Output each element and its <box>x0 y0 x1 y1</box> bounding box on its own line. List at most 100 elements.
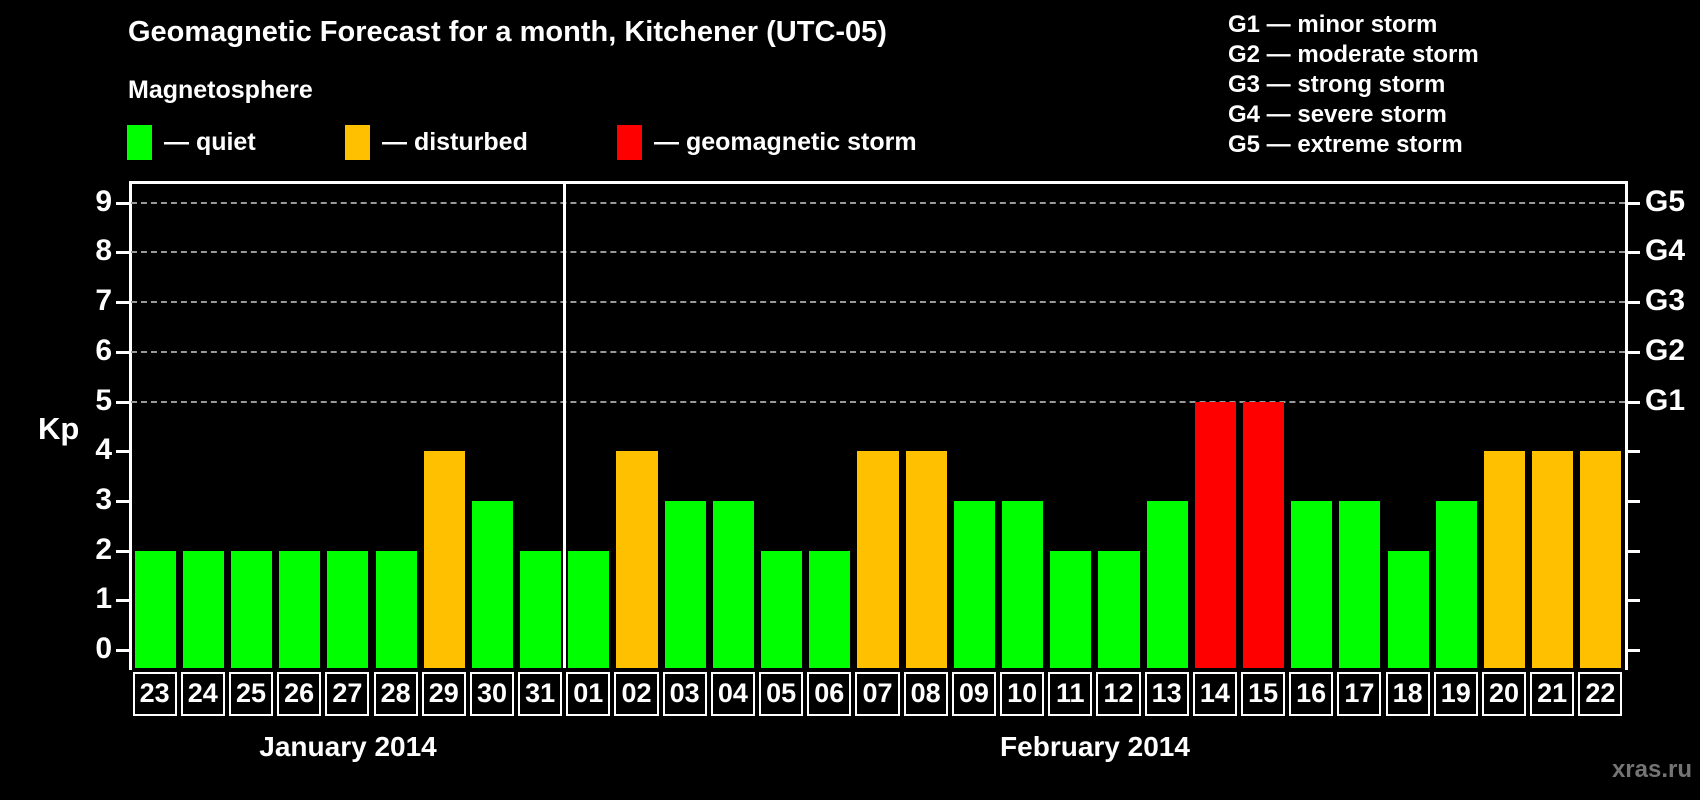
kp-bar-january-31 <box>520 550 562 668</box>
magnetosphere-legend-heading: Magnetosphere <box>128 76 313 104</box>
storm-swatch-icon <box>617 124 642 160</box>
left-axis-tick <box>116 400 131 404</box>
g-scale-legend: G1 — minor storm G2 — moderate storm G3 — … <box>1228 10 1479 160</box>
kp-bar-february-16 <box>1291 500 1333 668</box>
day-label-09: 09 <box>951 672 996 716</box>
kp-bar-january-26 <box>279 550 321 668</box>
right-axis-tick <box>1625 350 1640 354</box>
day-label-18: 18 <box>1385 672 1430 716</box>
day-label-19: 19 <box>1433 672 1478 716</box>
kp-bar-february-10 <box>1002 500 1044 668</box>
day-label-28: 28 <box>373 672 418 716</box>
kp-bar-january-25 <box>230 550 273 668</box>
day-label-04: 04 <box>710 672 755 716</box>
plot-frame <box>129 181 1628 670</box>
kp-bar-january-28 <box>375 550 417 668</box>
kp-bar-february-22 <box>1580 451 1622 668</box>
kp-bar-february-19 <box>1435 500 1477 668</box>
watermark: xras.ru <box>1611 756 1692 783</box>
y-axis-tick-label: 6 <box>95 333 112 367</box>
day-label-15: 15 <box>1241 672 1286 716</box>
y-axis-tick-label: 1 <box>95 582 112 616</box>
kp-bar-february-18 <box>1387 550 1429 668</box>
kp-bar-february-01 <box>568 550 610 668</box>
kp-bar-january-24 <box>182 550 224 668</box>
legend-item-label: — quiet <box>164 127 256 156</box>
kp-bar-february-21 <box>1532 451 1574 668</box>
legend-item-label: — geomagnetic storm <box>654 127 917 156</box>
y-axis-tick-label: 8 <box>95 234 112 268</box>
day-label-06: 06 <box>807 672 852 716</box>
g-axis-label-G2: G2 <box>1645 333 1686 367</box>
day-label-01: 01 <box>566 672 611 716</box>
right-axis-tick <box>1625 599 1640 603</box>
g-axis-label-G5: G5 <box>1645 184 1686 218</box>
kp-bar-february-13 <box>1146 500 1188 668</box>
left-axis-tick <box>116 599 131 603</box>
g-axis-label-G1: G1 <box>1645 383 1686 417</box>
right-axis-tick <box>1625 251 1640 255</box>
month-label-february: February 2014 <box>1000 731 1190 762</box>
kp-bar-february-12 <box>1098 550 1140 668</box>
right-axis-tick <box>1625 649 1640 652</box>
kp-bar-february-06 <box>809 550 851 668</box>
kp-bar-february-17 <box>1339 500 1381 668</box>
day-label-21: 21 <box>1530 672 1575 716</box>
day-label-24: 24 <box>180 672 225 716</box>
legend-item-quiet: — quiet <box>127 122 256 162</box>
disturbed-swatch-icon <box>345 124 370 160</box>
y-axis-tick-label: 3 <box>95 482 112 516</box>
day-label-27: 27 <box>325 672 370 716</box>
gridline-kp7 <box>131 301 1625 304</box>
day-label-26: 26 <box>277 672 322 716</box>
left-axis-tick <box>116 649 131 652</box>
left-axis-tick <box>116 301 131 305</box>
y-axis-tick-label: 4 <box>95 433 112 467</box>
month-label-january: January 2014 <box>259 731 437 762</box>
y-axis-tick-label: 9 <box>95 184 112 218</box>
kp-bar-february-05 <box>761 550 803 668</box>
kp-bar-january-23 <box>134 550 176 668</box>
kp-bar-february-11 <box>1050 550 1092 668</box>
day-label-31: 31 <box>518 672 563 716</box>
day-label-11: 11 <box>1048 672 1093 716</box>
right-axis-tick <box>1625 201 1640 205</box>
g-legend-line-2: G2 — moderate storm <box>1228 41 1479 68</box>
right-axis-tick <box>1625 301 1640 305</box>
day-label-07: 07 <box>855 672 900 716</box>
day-label-02: 02 <box>614 672 659 716</box>
left-axis-tick <box>116 450 131 454</box>
kp-bar-february-03 <box>664 500 706 668</box>
kp-bar-january-29 <box>423 451 465 668</box>
kp-axis-label: Kp <box>38 411 80 446</box>
legend-item-storm: — geomagnetic storm <box>617 122 917 162</box>
day-label-08: 08 <box>903 672 948 716</box>
day-label-03: 03 <box>662 672 707 716</box>
left-axis-tick <box>116 549 131 553</box>
day-label-20: 20 <box>1481 672 1527 716</box>
gridline-kp9 <box>131 201 1625 204</box>
kp-bar-february-14 <box>1194 401 1236 668</box>
left-axis-tick <box>116 350 131 354</box>
day-label-22: 22 <box>1578 672 1623 716</box>
day-label-13: 13 <box>1144 672 1189 716</box>
day-label-29: 29 <box>421 672 466 716</box>
kp-bar-february-15 <box>1243 401 1285 668</box>
y-axis-tick-label: 5 <box>95 383 112 417</box>
legend-item-label: — disturbed <box>382 127 528 156</box>
g-axis-label-G3: G3 <box>1645 284 1686 318</box>
kp-bar-february-02 <box>616 451 658 668</box>
legend-item-disturbed: — disturbed <box>345 122 528 162</box>
month-separator-line <box>563 183 567 668</box>
right-axis-tick <box>1625 549 1640 553</box>
kp-bar-february-20 <box>1483 451 1526 668</box>
chart-title: Geomagnetic Forecast for a month, Kitche… <box>128 16 887 48</box>
day-label-16: 16 <box>1289 672 1334 716</box>
g-axis-label-G4: G4 <box>1645 234 1686 268</box>
right-axis-tick <box>1625 450 1640 454</box>
day-label-23: 23 <box>132 672 177 716</box>
y-axis-tick-label: 0 <box>95 632 112 665</box>
right-axis-tick <box>1625 499 1640 503</box>
kp-bar-january-30 <box>471 500 514 668</box>
